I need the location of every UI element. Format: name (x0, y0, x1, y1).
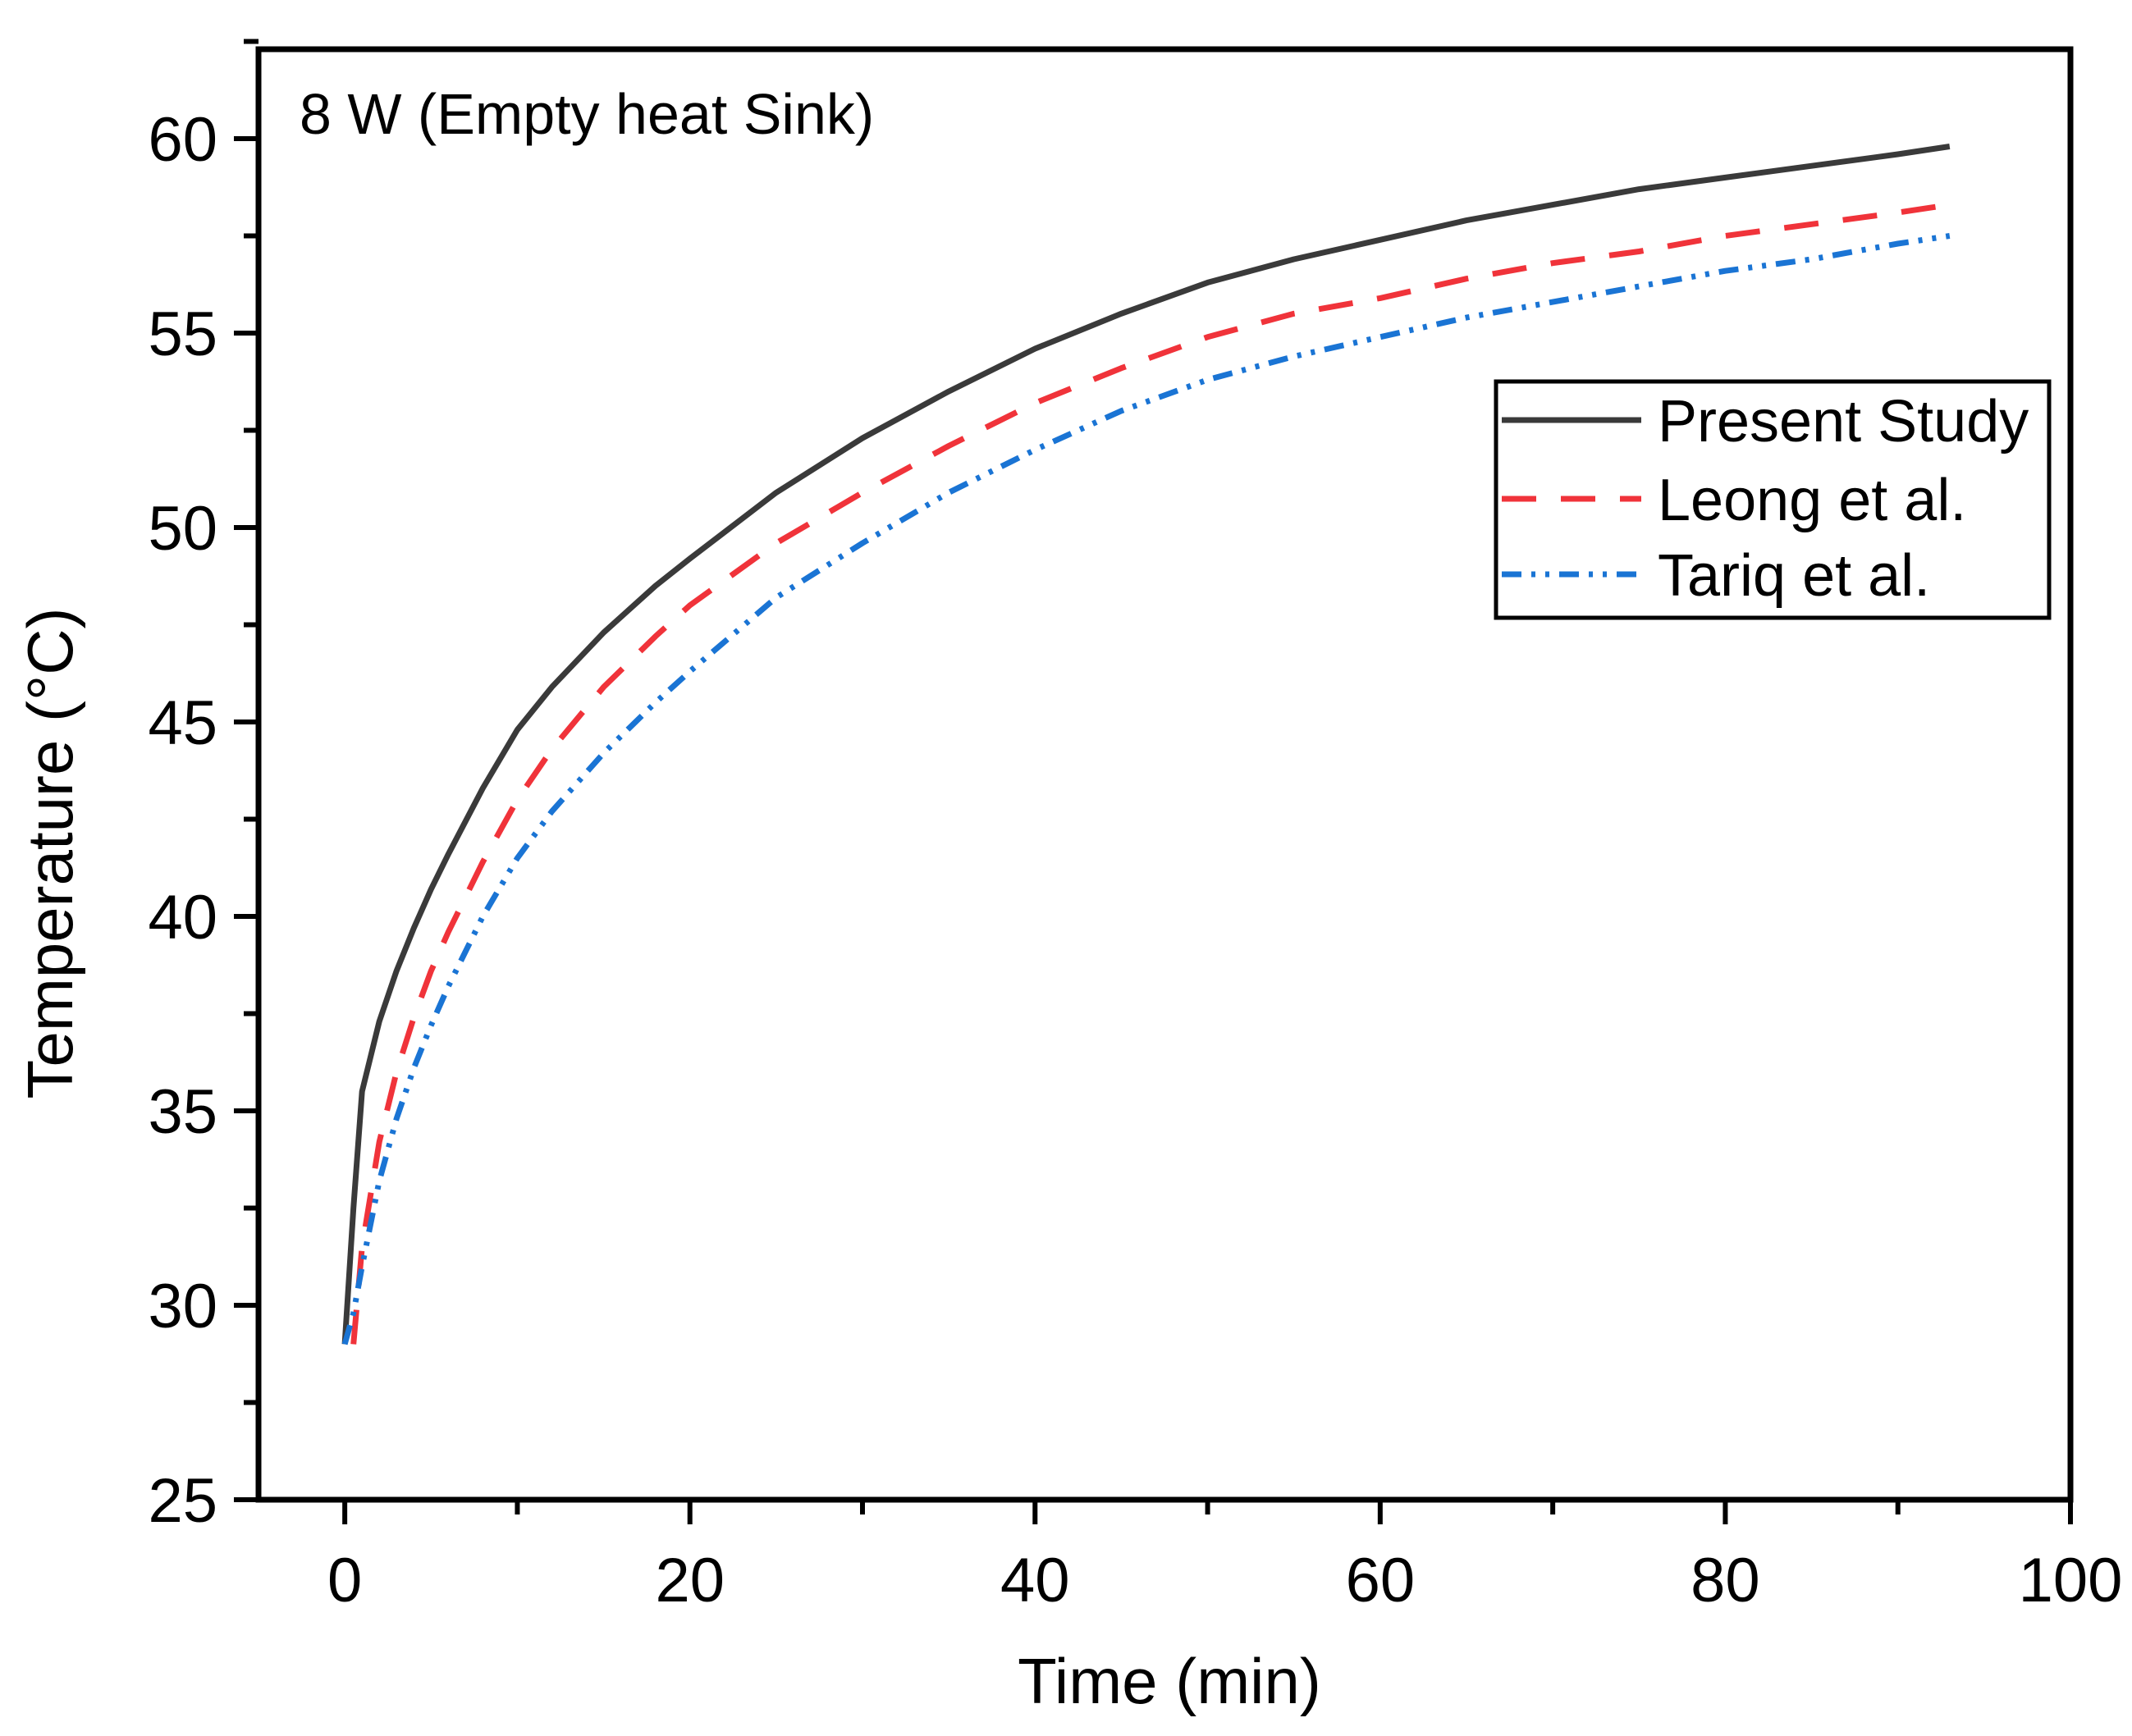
series-line-0 (341, 144, 1951, 1345)
legend: Present Study Leong et al. Tariq et al. (1494, 379, 2052, 620)
x-tick-label: 20 (655, 1546, 725, 1615)
x-axis-title: Time (min) (1018, 1645, 1321, 1717)
y-tick-label: 25 (148, 1466, 217, 1536)
x-tick-label: 100 (2019, 1546, 2123, 1615)
x-tick-label: 0 (327, 1546, 362, 1615)
x-tick-label: 40 (1000, 1546, 1070, 1615)
y-tick-label: 30 (148, 1272, 217, 1341)
y-tick-label: 45 (148, 688, 217, 758)
y-axis-title: Temperature (°C) (14, 607, 86, 1099)
y-tick-label: 60 (148, 105, 217, 175)
legend-label-tariq: Tariq et al. (1658, 543, 1930, 609)
y-tick-label: 40 (148, 883, 217, 953)
series-line-2 (341, 233, 1951, 1345)
y-tick-label: 35 (148, 1077, 217, 1147)
y-axis: 25 30 35 40 45 50 55 60 (148, 39, 258, 1536)
x-axis: 0 20 40 60 80 100 (327, 1500, 2122, 1615)
x-tick-label: 80 (1691, 1546, 1760, 1615)
y-tick-label: 55 (148, 299, 217, 369)
x-tick-label: 60 (1346, 1546, 1416, 1615)
chart-annotation: 8 W (Empty heat Sink) (300, 82, 874, 146)
series-line-1 (350, 202, 1951, 1345)
y-tick-label: 50 (148, 494, 217, 564)
plot-area (341, 144, 1951, 1345)
plot-frame (255, 46, 2074, 1503)
legend-label-present-study: Present Study (1658, 389, 2029, 455)
legend-label-leong: Leong et al. (1658, 468, 1966, 533)
